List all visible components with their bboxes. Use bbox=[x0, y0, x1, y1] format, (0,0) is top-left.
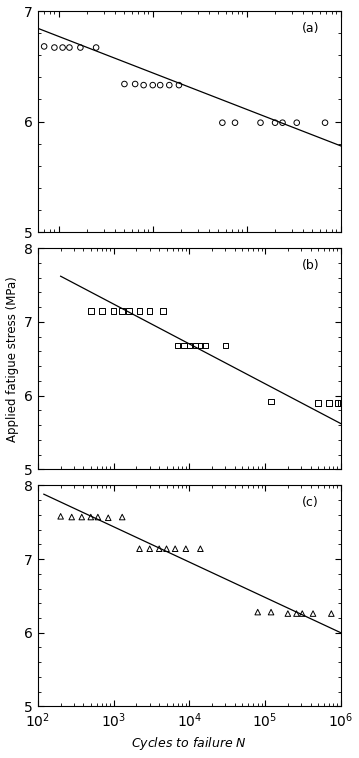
Point bbox=[294, 607, 299, 619]
Point bbox=[119, 511, 125, 523]
Point bbox=[294, 117, 300, 129]
Point bbox=[137, 543, 143, 555]
Point bbox=[156, 543, 162, 555]
Point bbox=[88, 305, 94, 317]
Point bbox=[176, 79, 182, 91]
Point bbox=[310, 607, 316, 619]
Point bbox=[268, 606, 274, 619]
Point bbox=[181, 340, 187, 352]
Point bbox=[268, 396, 274, 408]
Point bbox=[137, 305, 143, 317]
Point bbox=[58, 510, 64, 522]
Point bbox=[132, 78, 138, 90]
Point bbox=[157, 79, 163, 91]
X-axis label: Cycles to failure $N$: Cycles to failure $N$ bbox=[131, 735, 247, 753]
Point bbox=[60, 42, 65, 54]
Point bbox=[232, 117, 238, 129]
Point bbox=[335, 397, 340, 409]
Point bbox=[52, 42, 57, 54]
Point bbox=[66, 42, 72, 54]
Point bbox=[167, 79, 172, 91]
Point bbox=[192, 340, 198, 352]
Point bbox=[338, 397, 344, 409]
Point bbox=[186, 340, 192, 352]
Point bbox=[183, 543, 189, 555]
Point bbox=[255, 606, 261, 619]
Point bbox=[111, 305, 116, 317]
Point bbox=[285, 607, 291, 619]
Point bbox=[147, 543, 153, 555]
Point bbox=[272, 117, 278, 129]
Point bbox=[164, 543, 169, 555]
Point bbox=[172, 543, 178, 555]
Point bbox=[141, 79, 146, 91]
Point bbox=[99, 305, 105, 317]
Point bbox=[202, 340, 208, 352]
Point bbox=[106, 512, 111, 524]
Point bbox=[147, 305, 153, 317]
Text: (a): (a) bbox=[302, 22, 319, 35]
Point bbox=[175, 340, 181, 352]
Text: (c): (c) bbox=[302, 496, 318, 509]
Point bbox=[223, 340, 228, 352]
Text: (b): (b) bbox=[302, 259, 319, 272]
Point bbox=[322, 117, 328, 129]
Point bbox=[95, 511, 101, 523]
Point bbox=[88, 511, 94, 523]
Point bbox=[258, 117, 264, 129]
Point bbox=[280, 117, 285, 129]
Point bbox=[160, 305, 166, 317]
Point bbox=[41, 40, 47, 52]
Point bbox=[69, 511, 75, 523]
Point bbox=[150, 79, 155, 91]
Point bbox=[79, 511, 85, 523]
Point bbox=[326, 397, 332, 409]
Point bbox=[78, 42, 83, 54]
Point bbox=[328, 607, 334, 619]
Point bbox=[122, 78, 127, 90]
Point bbox=[93, 42, 99, 54]
Point bbox=[219, 117, 225, 129]
Point bbox=[299, 607, 305, 619]
Point bbox=[126, 305, 132, 317]
Point bbox=[119, 305, 125, 317]
Y-axis label: Applied fatigue stress (MPa): Applied fatigue stress (MPa) bbox=[5, 276, 19, 442]
Point bbox=[197, 543, 203, 555]
Point bbox=[315, 397, 321, 409]
Point bbox=[197, 340, 203, 352]
